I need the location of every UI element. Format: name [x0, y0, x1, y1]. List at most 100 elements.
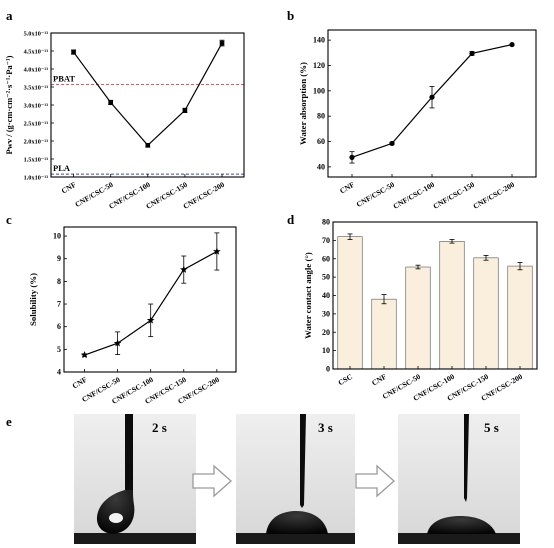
droplet-frame-2: 3 s: [236, 414, 355, 544]
frame-3-needle: [464, 414, 469, 502]
frame-3-substrate: [398, 533, 520, 544]
panel-label-d: d: [287, 212, 295, 227]
data-point-4: [509, 41, 515, 48]
panel-b-chart: 406080100120140CNFCNF/CSC-50CNF/CSC-100C…: [298, 29, 537, 211]
y-tick-label-6: 4.0x10⁻¹³: [24, 67, 49, 74]
y-tick-label-2: 80: [317, 112, 325, 121]
bar-1: [371, 298, 397, 370]
frame-1-substrate: [74, 533, 196, 544]
frame-1-droplet-highlight: [109, 513, 123, 523]
data-point-2: [145, 143, 151, 148]
y-tick-label-3: 2.5x10⁻¹³: [24, 121, 49, 128]
y-axis-label: Water absorption (%): [298, 62, 308, 145]
x-tick-label-3: CNF/CSC-150: [431, 180, 476, 211]
x-tick-label-0: CNF: [60, 180, 78, 196]
ref-line-label-pla: PLA: [53, 163, 71, 173]
panel-label-c: c: [6, 212, 12, 227]
plot-frame: [332, 221, 538, 370]
y-tick-label-0: 0: [326, 365, 330, 374]
data-point-0: [349, 154, 355, 160]
data-point-2: [146, 316, 155, 324]
droplet-frame-1: 2 s: [74, 414, 196, 544]
x-tick-label-0: CNF: [338, 180, 356, 196]
frame-2-droplet: [266, 511, 328, 534]
y-tick-label-8: 5.0x10⁻¹³: [24, 31, 49, 38]
panel-label-e: e: [6, 414, 12, 429]
plot-frame: [63, 226, 237, 373]
y-tick-label-7: 4.5x10⁻¹³: [24, 49, 49, 56]
panel-a-chart: PBAT PLA 1.0x10⁻¹³ 1.5x10⁻¹³ 2.0x10⁻¹³ 2.5x10…: [4, 31, 245, 211]
frame-3-droplet: [427, 516, 496, 534]
data-point-3: [182, 108, 188, 113]
droplet-frame-3: 5 s: [398, 414, 520, 544]
x-tick-label-1: CNF: [370, 372, 388, 388]
x-tick-label-1: CNF/CSC-50: [355, 180, 397, 209]
y-tick-label-6: 10: [53, 232, 61, 241]
y-tick-label-2: 6: [57, 322, 61, 331]
bar-2: [405, 266, 431, 370]
data-point-0: [71, 49, 76, 55]
y-tick-label-0: 4: [57, 368, 61, 377]
y-tick-label-0: 1.0x10⁻¹³: [24, 175, 49, 182]
frame-1-time-label: 2 s: [152, 420, 167, 435]
panel-c-chart: 45678910CNFCNF/CSC-50CNF/CSC-100CNF/CSC-…: [28, 226, 237, 406]
x-tick-label-2: CNF/CSC-100: [391, 180, 436, 211]
y-axis-label: Pwv / (g·cm·cm⁻²·s⁻¹·Pa⁻¹): [4, 55, 14, 154]
y-tick-label-5: 50: [322, 273, 330, 282]
frame-2-substrate: [236, 533, 355, 544]
y-tick-label-4: 120: [313, 61, 325, 70]
data-point-4: [219, 40, 225, 46]
y-tick-label-0: 40: [317, 162, 325, 171]
y-tick-label-7: 70: [322, 236, 330, 245]
arrow-2: [355, 464, 395, 498]
series-line: [73, 42, 223, 147]
arrow-1: [192, 464, 232, 498]
ref-line-label-pbat: PBAT: [53, 73, 75, 83]
y-tick-label-1: 60: [317, 137, 325, 146]
panel-e-droplet-images: 2 s 3 s 5 s: [74, 414, 520, 544]
y-tick-label-2: 2.0x10⁻¹³: [24, 139, 49, 146]
frame-1-needle: [125, 414, 133, 499]
y-axis-label: Water contact angle (°): [303, 252, 313, 339]
x-tick-label-0: CNF: [71, 375, 89, 391]
y-tick-label-1: 1.5x10⁻¹³: [24, 157, 49, 164]
frame-2-time-label: 3 s: [318, 420, 333, 435]
bar-3: [439, 240, 465, 370]
data-point-3: [469, 50, 475, 57]
y-tick-label-8: 80: [322, 218, 330, 227]
data-point-3: [179, 265, 188, 273]
bar-4: [473, 257, 499, 370]
frame-1-background: [74, 414, 196, 544]
x-tick-label-4: CNF/CSC-200: [181, 180, 226, 211]
data-point-1: [113, 339, 122, 347]
y-tick-label-5: 3.5x10⁻¹³: [24, 85, 49, 92]
y-tick-label-2: 20: [322, 328, 330, 337]
y-tick-label-3: 7: [57, 300, 61, 309]
y-tick-label-5: 140: [313, 36, 325, 45]
data-point-2: [429, 94, 435, 100]
bar-5: [507, 265, 533, 370]
y-tick-label-1: 5: [57, 345, 61, 354]
data-point-4: [213, 247, 221, 255]
panel-label-b: b: [287, 8, 294, 23]
y-tick-label-6: 60: [322, 254, 330, 263]
frame-2-needle: [300, 414, 306, 508]
data-point-0: [80, 351, 89, 359]
data-point-1: [389, 140, 395, 147]
y-tick-label-3: 30: [322, 309, 330, 318]
bar-0: [337, 236, 363, 370]
data-point-1: [108, 100, 113, 105]
series-line: [84, 250, 218, 356]
y-tick-label-4: 8: [57, 277, 61, 286]
frame-3-time-label: 5 s: [484, 420, 499, 435]
y-axis-label: Solubility (%): [28, 273, 38, 326]
y-tick-label-5: 9: [57, 254, 61, 263]
panel-label-a: a: [6, 8, 13, 23]
x-tick-label-4: CNF/CSC-200: [471, 180, 516, 211]
y-tick-label-4: 40: [322, 291, 330, 300]
y-tick-label-3: 100: [313, 86, 325, 95]
x-tick-label-0: CSC: [336, 372, 354, 387]
frame-1-droplet: [96, 490, 135, 534]
